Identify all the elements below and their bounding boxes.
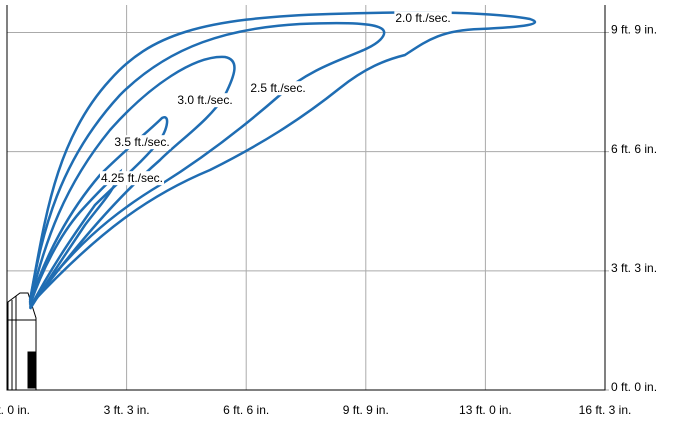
y-tick-label: 0 ft. 0 in. bbox=[611, 380, 657, 394]
grid bbox=[6, 5, 609, 391]
axis-frame bbox=[6, 5, 606, 391]
y-tick-label: 6 ft. 6 in. bbox=[611, 142, 657, 156]
contour-label-bg bbox=[113, 135, 171, 150]
contour bbox=[28, 21, 386, 307]
contour-label-bg bbox=[99, 171, 165, 186]
x-tick-label: 3 ft. 3 in. bbox=[104, 403, 150, 417]
x-tick-label: 16 ft. 3 in. bbox=[579, 403, 632, 417]
x-tick-label: 13 ft. 0 in. bbox=[459, 403, 512, 417]
contour bbox=[28, 55, 236, 308]
contour-label-bg bbox=[176, 93, 234, 108]
y-tick-label: 9 ft. 9 in. bbox=[611, 23, 657, 37]
device-panel bbox=[27, 351, 37, 389]
contour-label: 3.0 ft./sec. bbox=[177, 93, 232, 107]
contour-label: 4.25 ft./sec. bbox=[101, 171, 163, 185]
contour bbox=[28, 11, 537, 306]
x-tick-label: 9 ft. 9 in. bbox=[343, 403, 389, 417]
x-tick-label: 0 ft. 0 in. bbox=[0, 403, 30, 417]
contour-label: 3.5 ft./sec. bbox=[114, 135, 169, 149]
x-tick-label: 6 ft. 6 in. bbox=[223, 403, 269, 417]
contour-label: 2.5 ft./sec. bbox=[250, 81, 305, 95]
contour-label-bg bbox=[394, 11, 452, 26]
contour-label-bg bbox=[249, 81, 307, 96]
device bbox=[7, 292, 37, 391]
contour bbox=[28, 116, 169, 309]
y-tick-label: 3 ft. 3 in. bbox=[611, 261, 657, 275]
contour-label: 2.0 ft./sec. bbox=[395, 11, 450, 25]
